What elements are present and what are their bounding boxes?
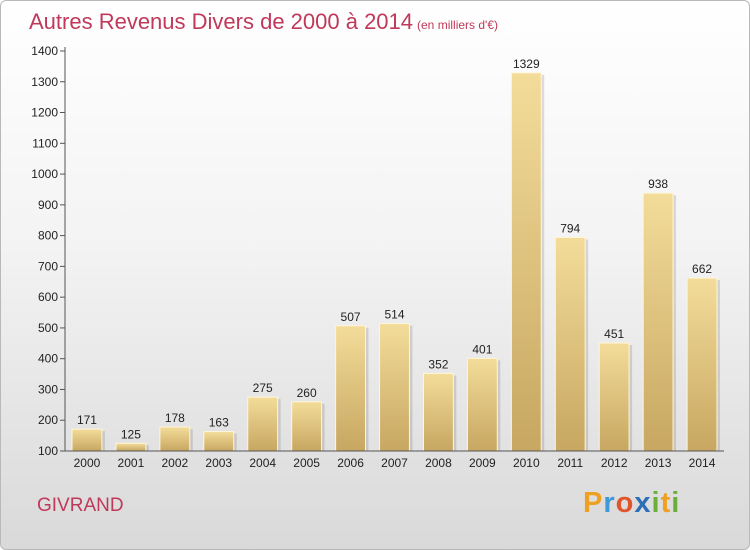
bar-2012 xyxy=(598,342,630,452)
value-label-2009: 401 xyxy=(472,342,492,356)
value-label-2001: 125 xyxy=(121,427,141,441)
x-tick-label-2006: 2006 xyxy=(337,456,364,470)
value-label-2005: 260 xyxy=(297,386,317,400)
y-tick-label: 800 xyxy=(38,229,58,243)
bar-2014 xyxy=(686,277,718,452)
bar-2004 xyxy=(247,396,279,452)
value-label-2000: 171 xyxy=(77,413,97,427)
value-label-2012: 451 xyxy=(604,327,624,341)
y-tick-label: 1100 xyxy=(32,136,58,150)
x-tick-label-2004: 2004 xyxy=(249,456,276,470)
x-tick-label-2009: 2009 xyxy=(469,456,496,470)
bar-2003 xyxy=(203,431,235,452)
value-label-2014: 662 xyxy=(692,262,712,276)
bar-2005 xyxy=(291,401,323,452)
y-tick-label: 500 xyxy=(38,321,58,335)
value-label-2007: 514 xyxy=(384,308,404,322)
y-tick-label: 600 xyxy=(38,290,58,304)
logo-letter: r xyxy=(603,487,616,519)
x-tick-label-2003: 2003 xyxy=(205,456,232,470)
y-tick-label: 1400 xyxy=(31,44,58,58)
x-tick-label-2008: 2008 xyxy=(425,456,452,470)
bar-2013 xyxy=(642,192,674,452)
bar-2002 xyxy=(159,426,191,452)
y-tick-label: 100 xyxy=(38,444,58,458)
y-tick-label: 1200 xyxy=(31,106,58,120)
y-tick-label: 700 xyxy=(38,259,58,273)
bar-2001 xyxy=(115,442,147,452)
x-tick-label-2001: 2001 xyxy=(118,456,145,470)
x-tick-label-2014: 2014 xyxy=(689,456,716,470)
bar-2000 xyxy=(71,428,103,452)
value-label-2008: 352 xyxy=(428,357,448,371)
bar-2008 xyxy=(422,372,454,452)
logo-letter: i xyxy=(651,487,661,519)
commune-name: GIVRAND xyxy=(37,495,124,516)
proxiti-logo: Proxiti xyxy=(583,487,680,520)
x-tick-label-2005: 2005 xyxy=(293,456,320,470)
logo-letter: i xyxy=(671,487,681,519)
bar-2009 xyxy=(466,357,498,452)
value-label-2011: 794 xyxy=(560,221,580,235)
logo-letter: o xyxy=(615,487,635,519)
chart-subtitle: (en milliers d'€) xyxy=(417,18,498,32)
chart-title-text: Autres Revenus Divers de 2000 à 2014 xyxy=(29,9,414,34)
x-tick-label-2011: 2011 xyxy=(557,456,583,470)
x-tick-label-2000: 2000 xyxy=(74,456,101,470)
logo-letter: P xyxy=(583,487,604,519)
y-tick-label: 400 xyxy=(38,352,58,366)
value-label-2004: 275 xyxy=(253,381,273,395)
x-tick-label-2012: 2012 xyxy=(601,456,628,470)
bar-2011 xyxy=(554,236,586,452)
y-tick-label: 200 xyxy=(38,413,58,427)
x-tick-label-2013: 2013 xyxy=(645,456,672,470)
value-label-2002: 178 xyxy=(165,411,185,425)
y-tick-label: 900 xyxy=(38,198,58,212)
x-tick-label-2010: 2010 xyxy=(513,456,540,470)
y-tick-label: 300 xyxy=(38,382,58,396)
value-label-2006: 507 xyxy=(341,310,361,324)
x-tick-label-2002: 2002 xyxy=(161,456,188,470)
y-tick-label: 1300 xyxy=(31,75,58,89)
logo-letter: x xyxy=(634,487,652,519)
x-tick-label-2007: 2007 xyxy=(381,456,408,470)
bar-2007 xyxy=(379,323,410,452)
value-label-2013: 938 xyxy=(648,177,668,191)
chart-title: Autres Revenus Divers de 2000 à 2014 (en … xyxy=(29,9,498,35)
value-label-2003: 163 xyxy=(209,416,229,430)
value-label-2010: 1329 xyxy=(513,57,540,71)
bar-2006 xyxy=(335,325,367,452)
logo-letter: t xyxy=(660,487,672,519)
bar-2010 xyxy=(510,72,542,452)
y-tick-label: 1000 xyxy=(31,167,58,181)
